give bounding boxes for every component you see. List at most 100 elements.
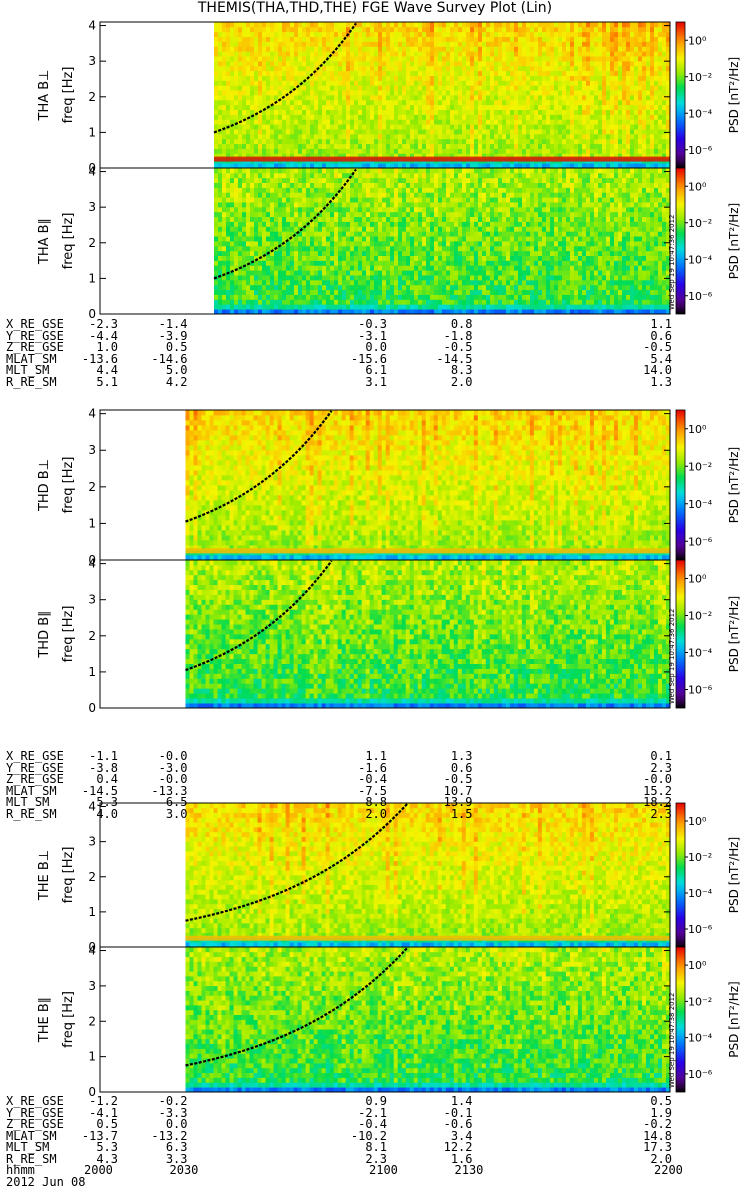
time-tick-label: 2000	[84, 1165, 113, 1177]
panel-name: THA B⊥	[37, 70, 52, 122]
colorbar	[676, 947, 685, 1092]
ephemeris-row: R_RE_SM 5.1 4.2 3.1 2.0 1.3	[6, 377, 686, 389]
y-axis-label: freq [Hz]	[61, 213, 76, 270]
colorbar-tick-label: 10⁻⁴	[688, 107, 713, 120]
y-tick-label: 3	[88, 593, 96, 607]
ephemeris-value: 2.3	[628, 809, 672, 821]
panel-name: THE B⊥	[37, 850, 52, 901]
y-tick-label: 2	[88, 236, 96, 250]
colorbar-tick-label: 10⁻⁴	[688, 887, 713, 900]
colorbar-label: PSD [nT²/Hz]	[727, 203, 741, 279]
colorbar-tick-label: 10⁻²	[688, 460, 712, 473]
ephemeris-table-THA: X_RE_GSE -2.3 -1.4 -0.3 0.8 1.1 Y_RE_GSE -4.4 -3…	[6, 319, 686, 388]
panel-name: THD B∥	[37, 610, 52, 658]
y-tick-label: 3	[88, 54, 96, 68]
colorbar	[676, 560, 685, 708]
colorbar-tick-label: 10⁻²	[688, 851, 712, 864]
spectrogram-THD-perp	[186, 410, 671, 560]
colorbar	[676, 803, 685, 947]
spectrogram-THD-para	[186, 560, 671, 708]
time-tick-label: 2130	[455, 1165, 484, 1177]
spectrogram-THA-perp	[214, 22, 670, 168]
panel-name: THA B∥	[37, 218, 52, 265]
ephemeris-value: 3.0	[144, 809, 188, 821]
y-tick-label: 4	[88, 165, 96, 179]
colorbar-tick-label: 10⁻⁶	[688, 923, 713, 936]
colorbar-tick-label: 10⁻²	[688, 610, 712, 623]
time-tick-label: 2200	[654, 1165, 683, 1177]
colorbar-tick-label: 10⁰	[688, 180, 707, 193]
y-tick-label: 2	[88, 1014, 96, 1028]
timestamp-stamp: Wed Sep 19 10:47:36 2012	[668, 608, 676, 704]
y-axis-label: freq [Hz]	[61, 67, 76, 124]
y-tick-label: 1	[88, 665, 96, 679]
y-tick-label: 3	[88, 443, 96, 457]
spectrogram-THE-perp	[186, 803, 671, 947]
ephemeris-label: R_RE_SM	[6, 377, 57, 389]
y-tick-label: 3	[88, 200, 96, 214]
y-tick-label: 1	[88, 516, 96, 530]
colorbar-tick-label: 10⁻²	[688, 995, 712, 1008]
y-tick-label: 3	[88, 835, 96, 849]
y-tick-label: 4	[88, 407, 96, 421]
y-tick-label: 4	[88, 557, 96, 571]
spectrogram-THA-para	[214, 168, 670, 314]
time-tick-label: 2100	[369, 1165, 398, 1177]
time-axis: hhmm 2000 2030 2100 2130 2200 2012 Jun 08	[6, 1165, 706, 1195]
colorbar-tick-label: 10⁻⁶	[688, 144, 713, 157]
y-tick-label: 4	[88, 944, 96, 958]
colorbar-tick-label: 10⁻⁶	[688, 535, 713, 548]
ephemeris-value: 4.2	[144, 377, 188, 389]
colorbar-label: PSD [nT²/Hz]	[727, 596, 741, 672]
colorbar-label: PSD [nT²/Hz]	[727, 447, 741, 523]
y-tick-label: 1	[88, 905, 96, 919]
colorbar-tick-label: 10⁰	[688, 959, 707, 972]
colorbar-tick-label: 10⁰	[688, 34, 707, 47]
timestamp-stamp: Wed Sep 19 10:47:38 2012	[668, 992, 676, 1088]
colorbar-tick-label: 10⁰	[688, 815, 707, 828]
time-tick-label: 2030	[170, 1165, 199, 1177]
colorbar-tick-label: 10⁻⁴	[688, 498, 713, 511]
y-tick-label: 2	[88, 480, 96, 494]
colorbar	[676, 410, 685, 560]
ephemeris-value: 1.5	[429, 809, 473, 821]
colorbar-tick-label: 10⁻²	[688, 71, 712, 84]
panel-name: THD B⊥	[37, 459, 52, 512]
y-axis-label: freq [Hz]	[61, 991, 76, 1048]
colorbar-tick-label: 10⁻⁶	[688, 1068, 713, 1081]
y-axis-label: freq [Hz]	[61, 606, 76, 663]
colorbar-label: PSD [nT²/Hz]	[727, 981, 741, 1057]
colorbar-tick-label: 10⁰	[688, 423, 707, 436]
figure-canvas: 0 1 2 3 4 THA B⊥ freq [Hz] 10⁰ 10⁻² 10⁻⁴ 10⁻⁶ PSD […	[0, 0, 750, 1200]
colorbar-tick-label: 10⁰	[688, 573, 707, 586]
date-label: 2012 Jun 08	[6, 1177, 85, 1189]
y-tick-label: 3	[88, 979, 96, 993]
colorbar-tick-label: 10⁻⁴	[688, 1032, 713, 1045]
colorbar-label: PSD [nT²/Hz]	[727, 57, 741, 133]
y-axis-label: freq [Hz]	[61, 457, 76, 514]
colorbar-tick-label: 10⁻⁶	[688, 684, 713, 697]
y-tick-label: 1	[88, 1050, 96, 1064]
y-tick-label: 1	[88, 125, 96, 139]
ephemeris-value: 5.1	[74, 377, 118, 389]
ephemeris-value: 4.0	[74, 809, 118, 821]
ephemeris-table-THE: X_RE_GSE -1.2 -0.2 0.9 1.4 0.5 Y_RE_GSE -4.1 -3.…	[6, 1096, 686, 1165]
ephemeris-label: R_RE_SM	[6, 809, 57, 821]
ephemeris-value: 2.0	[343, 809, 387, 821]
y-tick-label: 2	[88, 870, 96, 884]
colorbar-label: PSD [nT²/Hz]	[727, 837, 741, 913]
colorbar-tick-label: 10⁻⁶	[688, 290, 713, 303]
y-tick-label: 0	[88, 701, 96, 715]
colorbar	[676, 168, 685, 314]
y-tick-label: 1	[88, 271, 96, 285]
timestamp-stamp: Wed Sep 19 10:47:36 2012	[668, 214, 676, 310]
ephemeris-value: 1.3	[628, 377, 672, 389]
ephemeris-value: 2.0	[429, 377, 473, 389]
colorbar-tick-label: 10⁻⁴	[688, 253, 713, 266]
panel-name: THE B∥	[37, 997, 52, 1043]
ephemeris-value: 3.1	[343, 377, 387, 389]
colorbar	[676, 22, 685, 168]
y-tick-label: 2	[88, 90, 96, 104]
colorbar-tick-label: 10⁻²	[688, 217, 712, 230]
colorbar-tick-label: 10⁻⁴	[688, 647, 713, 660]
